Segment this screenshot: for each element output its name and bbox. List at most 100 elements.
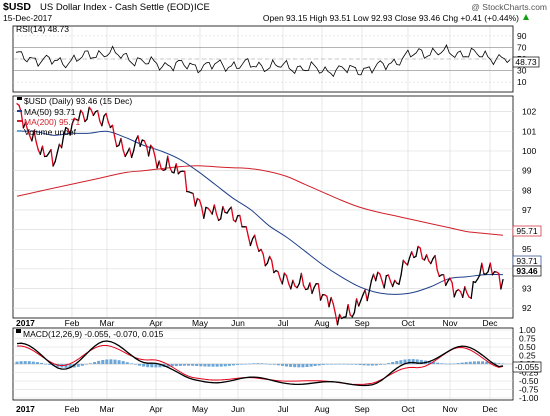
price-segment [277, 271, 281, 280]
macd-histogram-bar [264, 363, 268, 365]
ohlc-readout: Open 93.15 High 93.51 Low 92.93 Close 93… [263, 13, 519, 23]
price-segment [326, 295, 330, 308]
macd-histogram-bar [387, 363, 391, 364]
price-segment [379, 273, 383, 282]
macd-histogram-bar [109, 359, 113, 364]
price-segment [35, 140, 39, 151]
price-segment [247, 235, 252, 247]
price-segment [69, 123, 73, 136]
price-tick-label: 101 [522, 126, 536, 136]
rsi-tick-label: 90 [517, 31, 527, 41]
macd-histogram-bar [342, 363, 346, 365]
macd-histogram-bar [276, 364, 280, 366]
macd-histogram-bar [203, 364, 207, 367]
macd-histogram-bar [138, 364, 141, 366]
price-segment [101, 115, 105, 127]
macd-histogram-bar [182, 364, 186, 366]
legend-price: $USD (Daily) 93.46 (15 Dec) [24, 96, 132, 106]
price-segment [234, 215, 239, 223]
macd-histogram-bar [272, 364, 276, 365]
macd-histogram-bar [411, 359, 415, 364]
macd-histogram-bar [334, 363, 338, 365]
macd-histogram-bar [227, 364, 231, 366]
price-segment [105, 112, 109, 123]
price-segment [63, 127, 67, 136]
price-segment [239, 214, 243, 228]
price-segment [254, 234, 258, 246]
month-label-may: May [192, 404, 209, 414]
macd-tick-label: 0.75 [519, 334, 536, 344]
macd-histogram-bar [15, 361, 19, 364]
price-segment [300, 272, 305, 287]
price-segment [145, 145, 150, 157]
legend-volume: Volume undef [24, 127, 77, 137]
price-segment [198, 199, 203, 208]
rsi-tick-label: 30 [517, 66, 527, 76]
macd-histogram-bar [366, 364, 370, 366]
price-segment [500, 278, 504, 290]
price-tick-label: 98 [522, 185, 532, 195]
macd-tick-label: -0.25 [519, 368, 539, 378]
price-segment [366, 290, 370, 302]
macd-histogram-bar [460, 362, 464, 364]
macd-histogram-bar [350, 364, 354, 365]
price-segment [86, 106, 90, 120]
month-label-oct: Oct [401, 404, 415, 414]
price-segment [260, 248, 264, 255]
close-flag-label: 93.46 [516, 266, 538, 276]
macd-histogram-bar [121, 361, 125, 364]
macd-histogram-bar [19, 361, 23, 364]
macd-histogram-bar [440, 363, 444, 364]
macd-histogram-bar [199, 364, 203, 367]
price-segment [128, 147, 133, 159]
month-axis-middle: 2017 Feb Mar Apr May Jun Jul Aug Sep Oct Nov Dec [16, 318, 498, 328]
macd-histogram-bar [358, 364, 362, 365]
price-segment [213, 204, 218, 215]
macd-histogram-bar [154, 364, 158, 368]
month-label-dec: Dec [482, 318, 498, 328]
price-segment [281, 272, 286, 285]
macd-histogram-bar [501, 363, 505, 365]
price-segment [113, 135, 118, 148]
price-segment [498, 272, 502, 290]
macd-histogram-bar [223, 364, 227, 367]
price-segment [479, 262, 483, 276]
macd-histogram-bar [256, 363, 260, 364]
price-segment [476, 274, 481, 280]
price-segment [137, 135, 141, 148]
price-segment [464, 286, 468, 294]
macd-histogram-bar [252, 363, 256, 364]
macd-histogram-bar [374, 364, 378, 366]
macd-histogram-bar [403, 359, 407, 364]
month-label-nov: Nov [442, 318, 458, 328]
ma200-flag [512, 225, 542, 237]
price-segment [147, 144, 152, 157]
macd-histogram-bar [297, 364, 301, 368]
macd-tick-label: -1.00 [519, 393, 539, 403]
macd-histogram-bar [281, 364, 284, 366]
macd-histogram-bar [211, 364, 215, 367]
price-segment [77, 109, 82, 122]
watermark: @ StockCharts.com [471, 2, 547, 12]
macd-histogram-bar [301, 364, 305, 368]
price-segment [200, 206, 205, 219]
price-segment [391, 279, 396, 288]
macd-histogram-bar [391, 362, 395, 364]
macd-histogram-bar [27, 361, 31, 364]
macd-signal-line [17, 345, 504, 385]
macd-histogram-bar [174, 364, 178, 367]
macd-histogram-bar [166, 364, 170, 367]
macd-histogram-bar [40, 362, 43, 364]
macd-histogram-bar [395, 361, 399, 364]
legend-ma200: MA(200) 95.71 [24, 117, 80, 127]
macd-histogram-bar [207, 364, 211, 367]
date-label: 15-Dec-2017 [3, 13, 52, 23]
macd-histogram-bar [187, 364, 190, 366]
price-segment [266, 255, 271, 264]
macd-histogram-bar [219, 364, 223, 367]
macd-histogram-bar [456, 363, 460, 364]
macd-histogram-bar [317, 364, 321, 366]
macd-histogram-bar [325, 364, 329, 365]
month-label-oct: Oct [401, 318, 415, 328]
price-segment [434, 254, 438, 271]
